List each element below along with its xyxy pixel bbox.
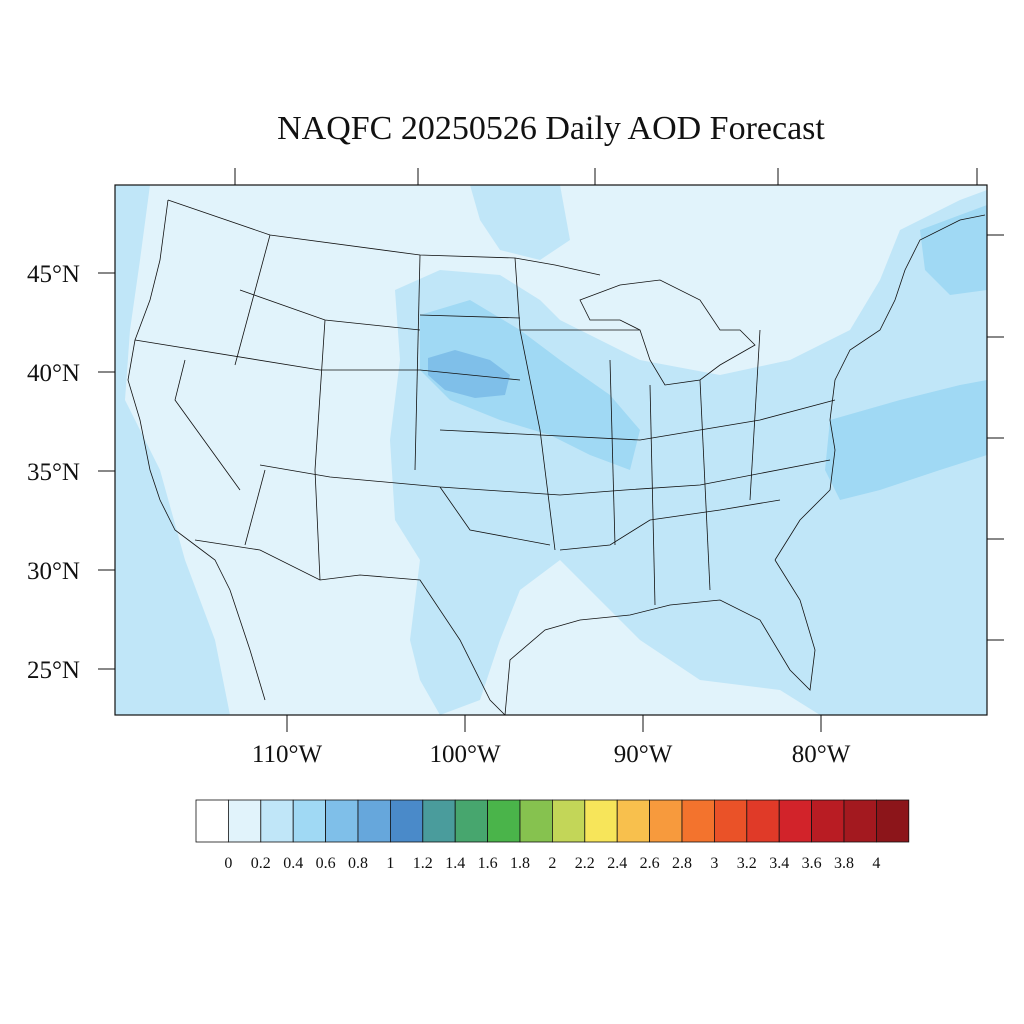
lat-label: 25°N — [27, 657, 80, 684]
map-panel — [115, 185, 987, 715]
colorbar-swatch — [616, 799, 651, 843]
colorbar-swatch — [778, 799, 813, 843]
lon-label: 80°W — [792, 741, 851, 768]
colorbar-tick-label: 3 — [710, 855, 718, 872]
colorbar-tick-label: 2.8 — [672, 855, 692, 872]
left-ticks — [98, 272, 115, 670]
colorbar-tick-label: 1.2 — [413, 855, 433, 872]
colorbar-tick-label: 3.8 — [834, 855, 854, 872]
colorbar-swatch — [422, 799, 456, 843]
colorbar-swatch — [714, 799, 748, 843]
colorbar-swatch — [843, 799, 877, 843]
colorbar-swatch — [876, 799, 910, 843]
colorbar-tick-label: 0.4 — [283, 855, 303, 872]
colorbar-tick-label: 3.2 — [737, 855, 757, 872]
colorbar-swatch — [454, 799, 489, 843]
colorbar-swatch — [681, 799, 715, 843]
right-ticks — [987, 234, 1004, 641]
lat-label: 30°N — [27, 558, 80, 585]
colorbar-swatch — [260, 799, 294, 843]
aod-shading-0.8 — [428, 350, 510, 398]
colorbar-tick-label: 3.4 — [769, 855, 789, 872]
aod-shading-0.4 — [115, 185, 987, 715]
colorbar-swatch — [552, 799, 586, 843]
colorbar-swatch — [195, 799, 229, 843]
colorbar: 0 0.2 0.4 0.6 0.8 1 1.2 1.4 1.6 1.8 2 2.2 2.4 2.6 2.8 3… — [195, 799, 910, 872]
colorbar-swatch — [227, 799, 262, 843]
lat-label: 40°N — [27, 360, 80, 387]
colorbar-swatch — [649, 799, 683, 843]
colorbar-swatch — [584, 799, 618, 843]
colorbar-swatch — [357, 799, 391, 843]
colorbar-swatch — [519, 799, 553, 843]
colorbar-tick-label: 4 — [872, 855, 880, 872]
lon-labels: 110°W 100°W 90°W 80°W — [252, 741, 851, 768]
lon-label: 100°W — [429, 741, 500, 768]
colorbar-tick-label: 1.8 — [510, 855, 530, 872]
colorbar-tick-label: 1.4 — [445, 855, 465, 872]
lat-label: 45°N — [27, 261, 80, 288]
colorbar-tick-label: 0 — [224, 855, 232, 872]
boundaries — [127, 199, 986, 715]
colorbar-tick-label: 0.6 — [316, 855, 336, 872]
map-title: NAQFC 20250526 Daily AOD Forecast — [277, 110, 825, 147]
lon-label: 110°W — [252, 741, 323, 768]
top-ticks — [234, 168, 978, 185]
colorbar-tick-label: 1 — [386, 855, 394, 872]
colorbar-tick-label: 0.2 — [251, 855, 271, 872]
lat-label: 35°N — [27, 459, 80, 486]
colorbar-tick-label: 1.6 — [478, 855, 498, 872]
colorbar-tick-label: 2.2 — [575, 855, 595, 872]
colorbar-tick-label: 2.4 — [607, 855, 627, 872]
colorbar-swatch — [811, 799, 845, 843]
colorbar-swatch — [292, 799, 327, 843]
colorbar-tick-label: 2 — [548, 855, 556, 872]
lon-label: 90°W — [614, 741, 673, 768]
colorbar-tick-label: 2.6 — [640, 855, 660, 872]
colorbar-swatch — [389, 799, 424, 843]
aod-shading-0.6 — [420, 205, 987, 500]
colorbar-swatch — [487, 799, 521, 843]
bottom-ticks — [286, 715, 822, 732]
lat-labels: 45°N 40°N 35°N 30°N 25°N — [27, 261, 80, 684]
colorbar-tick-label: 0.8 — [348, 855, 368, 872]
colorbar-tick-label: 3.6 — [802, 855, 822, 872]
colorbar-swatch — [746, 799, 780, 843]
colorbar-swatch — [325, 799, 359, 843]
map-frame — [114, 184, 988, 716]
